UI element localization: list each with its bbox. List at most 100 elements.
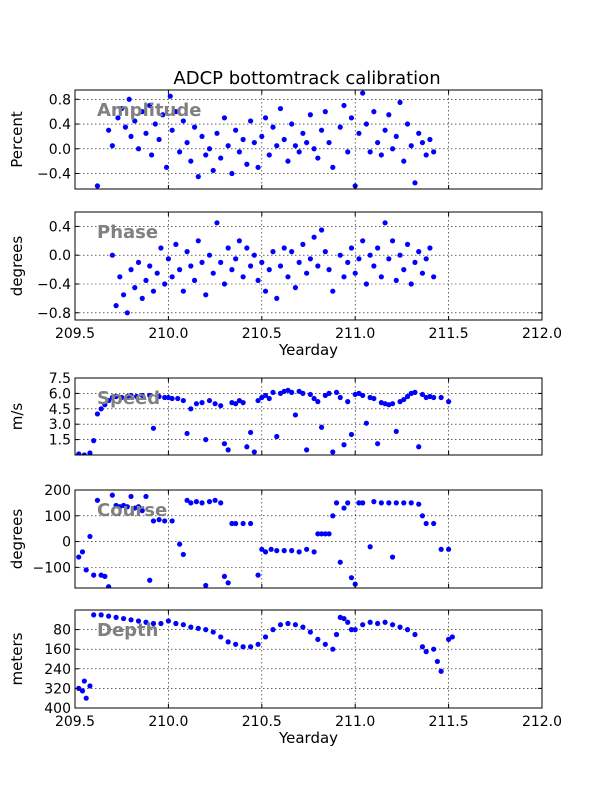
data-point [416,130,422,136]
data-point [262,549,269,555]
data-point [423,520,429,527]
data-point [199,133,205,140]
y-tick-label: 4.5 [49,402,71,418]
data-point [221,441,228,447]
data-point [109,492,115,498]
data-point [397,99,403,105]
data-point [431,646,437,652]
data-point [109,252,115,258]
data-point [326,390,332,396]
data-point [322,109,328,115]
data-point [221,281,228,287]
data-point [210,167,216,174]
data-point [300,390,306,396]
y-tick-label: 0.8 [49,92,71,108]
data-point [348,245,355,251]
data-point [206,146,213,152]
data-point [134,393,140,400]
data-point [102,402,108,408]
data-point [296,259,302,265]
data-point [195,238,201,244]
data-point [180,397,186,404]
data-point [128,133,134,140]
y-axis-label: degrees [8,236,26,297]
data-point [270,124,276,130]
data-point [360,622,366,628]
data-point [106,127,112,133]
data-point [218,259,224,265]
x-tick-label: 211.0 [335,714,375,730]
data-point [434,658,440,665]
data-point [367,252,373,258]
data-point [203,627,209,633]
y-tick-label: 0.0 [49,142,71,158]
data-point [169,518,175,524]
data-point [292,412,299,418]
data-point [423,649,429,655]
data-point [330,449,336,455]
data-point [315,531,321,537]
data-point [371,109,377,115]
data-point [81,678,87,684]
data-point [247,644,254,650]
data-point [165,618,171,624]
data-point [304,546,310,552]
data-point [416,249,422,255]
data-point [289,548,295,554]
data-point [292,285,299,291]
data-point [438,394,444,401]
data-point [173,109,179,115]
data-point [360,90,366,96]
data-point [218,155,224,161]
data-point [115,115,121,121]
data-point [337,559,343,565]
data-point [233,641,239,647]
y-tick-label: −0.4 [37,167,71,183]
data-point [300,624,306,630]
data-point [94,497,101,503]
data-point [247,118,254,124]
axes-frame [74,89,543,190]
data-point [270,627,276,633]
data-point [126,96,132,102]
data-point [255,572,261,578]
data-point [221,115,228,121]
data-point [431,520,437,527]
data-point [401,500,407,506]
data-point [363,121,370,127]
data-point [360,500,366,506]
data-point [150,288,157,294]
panel-annotation: Amplitude [97,100,201,121]
data-point [233,256,239,262]
data-point [225,580,231,586]
y-tick-label: 160 [44,642,71,658]
data-point [318,424,325,430]
data-point [150,620,157,627]
data-point [83,695,89,701]
data-point [148,152,155,158]
data-point [419,139,426,146]
data-point [135,504,142,510]
data-point [212,497,218,503]
data-point [259,133,265,140]
data-point [180,288,186,294]
data-point [315,636,321,643]
panel-speed: 1.53.04.56.07.5 m/s Speed [8,371,543,456]
data-point [122,124,129,130]
data-point [419,513,426,519]
data-point [177,149,183,155]
data-point [389,554,396,560]
data-point [132,285,138,291]
data-point [113,303,119,309]
data-point [87,450,93,455]
data-point [147,577,153,583]
data-point [119,105,125,112]
data-point [184,139,190,146]
data-point [427,136,433,143]
data-point [423,152,429,158]
data-point [244,245,250,251]
y-axis-label: Percent [8,111,26,168]
data-point [296,149,302,155]
data-point [240,644,246,650]
data-point [285,620,291,627]
